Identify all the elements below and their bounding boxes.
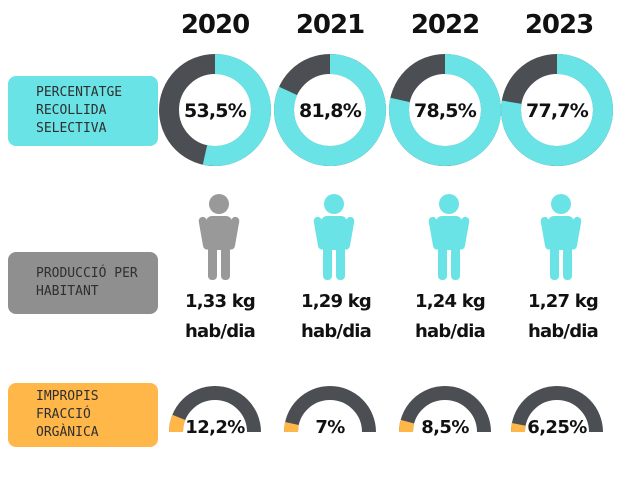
production-person-icons — [198, 194, 582, 280]
year-2020-header: 2020 — [180, 10, 250, 40]
recycling-donut-slice-2021 — [274, 54, 386, 166]
year-2021-header: 2021 — [295, 10, 365, 40]
year-2022-header: 2022 — [410, 10, 480, 40]
recycling-donut-slice-2023 — [501, 54, 613, 166]
impurities-gauge-label-2022: 8,5% — [421, 417, 469, 438]
recycling-donut-label-2022: 78,5% — [414, 100, 477, 122]
production-2022-value: 1,24 kg — [415, 291, 486, 312]
production-2021-value: 1,29 kg — [301, 291, 372, 312]
impurities-gauge-fill-2021 — [284, 421, 299, 433]
production-per-capita-label-text: PRODUCCIÓ PER HABITANT — [36, 266, 138, 299]
year-2023-header: 2023 — [524, 10, 594, 40]
impurities-gauge-label-2020: 12,2% — [185, 417, 245, 438]
recycling-donut-label-2020: 53,5% — [184, 100, 247, 122]
impurities-gauge-track-2021 — [284, 386, 376, 433]
production-2023-unit: hab/dia — [527, 321, 599, 342]
recycling-rate-label: PERCENTATGE RECOLLIDA SELECTIVA — [8, 76, 158, 146]
impurities-gauge-fill-2020 — [169, 414, 186, 433]
recycling-donut-chart: 53,5% 81,8% 78,5% 77,7% — [159, 54, 613, 166]
production-2023-value: 1,27 kg — [528, 291, 599, 312]
production-2021-unit: hab/dia — [300, 321, 372, 342]
impurities-gauge-chart: 12,2% 7% 8,5% 6,25% — [169, 386, 603, 438]
recycling-donut-label-2021: 81,8% — [299, 100, 362, 122]
organic-impurities-label: IMPROPIS FRACCIÓ ORGÀNICA — [8, 383, 158, 447]
impurities-gauge-track-2023 — [511, 386, 603, 433]
person-icon-2022 — [428, 194, 470, 280]
production-2020-value: 1,33 kg — [185, 291, 256, 312]
production-2022-unit: hab/dia — [414, 321, 486, 342]
person-icon-2023 — [540, 194, 582, 280]
recycling-donut-slice-2020 — [202, 54, 271, 166]
impurities-gauge-fill-2023 — [511, 423, 526, 433]
impurities-gauge-label-2023: 6,25% — [527, 417, 587, 438]
production-2020-unit: hab/dia — [184, 321, 256, 342]
impurities-gauge-label-2021: 7% — [315, 417, 345, 438]
impurities-gauge-track-2020 — [169, 386, 261, 433]
impurities-gauge-track-2022 — [399, 386, 491, 433]
recycling-donut-slice-2022 — [389, 54, 501, 166]
recycling-donut-label-2023: 77,7% — [526, 100, 589, 122]
recycling-rate-label-text: PERCENTATGE RECOLLIDA SELECTIVA — [36, 85, 123, 136]
person-icon-2020 — [198, 194, 240, 280]
production-per-capita-label: PRODUCCIÓ PER HABITANT — [8, 252, 158, 314]
organic-impurities-label-text: IMPROPIS FRACCIÓ ORGÀNICA — [36, 389, 99, 440]
impurities-gauge-fill-2022 — [398, 419, 415, 433]
person-icon-2021 — [313, 194, 355, 280]
